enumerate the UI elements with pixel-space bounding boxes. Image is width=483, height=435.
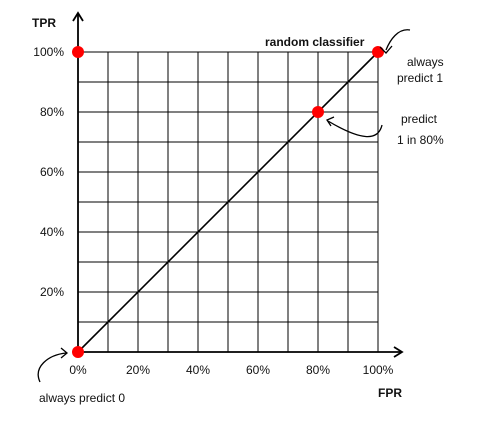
series-label-random-classifier: random classifier xyxy=(265,35,365,49)
y-tick-label: 100% xyxy=(33,45,64,59)
data-point xyxy=(372,46,384,58)
x-tick-label: 0% xyxy=(69,363,87,377)
y-tick-label: 20% xyxy=(40,285,64,299)
x-axis-title: FPR xyxy=(378,386,402,400)
y-axis-title: TPR xyxy=(32,16,56,30)
data-point xyxy=(72,346,84,358)
x-tick-label: 100% xyxy=(363,363,394,377)
x-tick-label: 80% xyxy=(306,363,330,377)
annotation-always-predict-0: always predict 0 xyxy=(39,391,125,405)
x-tick-label: 40% xyxy=(186,363,210,377)
annotation-always-predict-1-line1: always xyxy=(407,55,444,69)
x-tick-label: 60% xyxy=(246,363,270,377)
y-tick-label: 80% xyxy=(40,105,64,119)
x-tick-label: 20% xyxy=(126,363,150,377)
annotation-always-predict-1-line2: predict 1 xyxy=(397,71,443,85)
arrow-predict-80 xyxy=(328,121,382,137)
y-tick-label: 60% xyxy=(40,165,64,179)
data-point xyxy=(312,106,324,118)
y-ticks: 20% 40% 60% 80% 100% xyxy=(33,45,64,299)
x-ticks: 0% 20% 40% 60% 80% 100% xyxy=(69,363,393,377)
axes xyxy=(73,13,402,357)
annotation-predict-80-line1: predict xyxy=(401,112,438,126)
data-point xyxy=(72,46,84,58)
y-tick-label: 40% xyxy=(40,225,64,239)
annotation-predict-80-line2: 1 in 80% xyxy=(397,133,444,147)
arrow-always-predict-1 xyxy=(386,30,410,50)
arrow-predict-80-head xyxy=(327,117,334,126)
